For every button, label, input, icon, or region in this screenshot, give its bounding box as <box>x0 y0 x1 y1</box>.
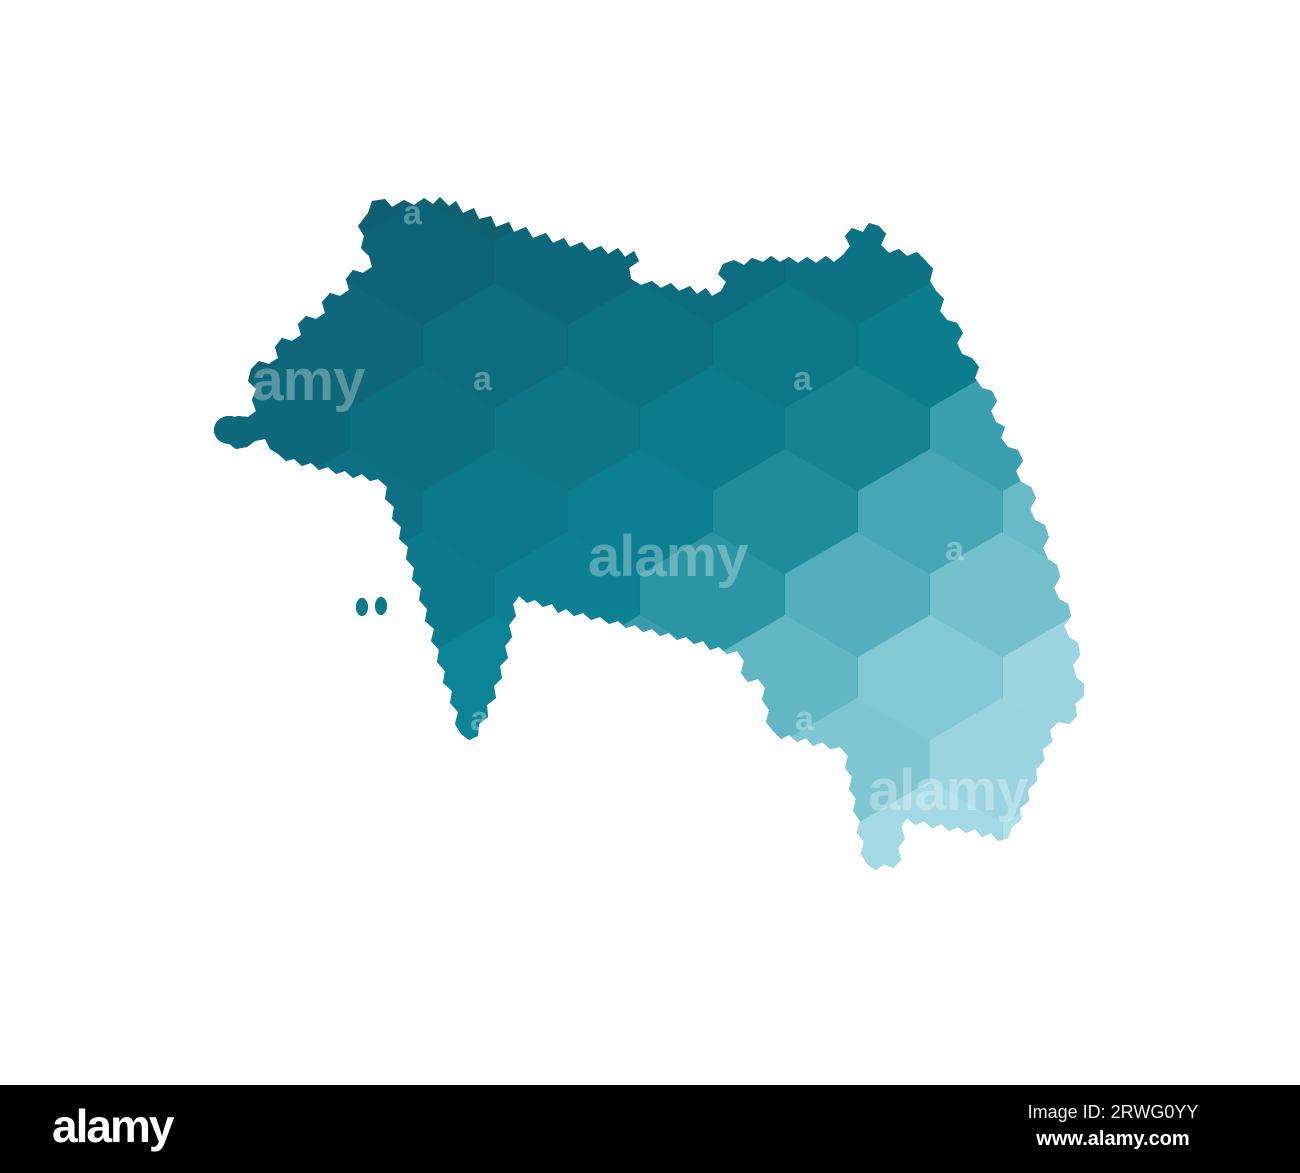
image-id-label: Image ID: 2RWG0YY <box>1027 1102 1199 1122</box>
guinea-country-silhouette <box>214 197 1084 870</box>
footer-metadata: Image ID: 2RWG0YY www.alamy.com <box>948 1099 1278 1154</box>
footer-bar: alamy Image ID: 2RWG0YY www.alamy.com <box>0 1085 1300 1173</box>
hexagon-mosaic <box>214 197 1084 870</box>
alamy-logo[interactable]: alamy <box>52 1100 174 1152</box>
website-link[interactable]: www.alamy.com <box>1036 1128 1190 1151</box>
artwork-area: alamy a a a a alamy a a a alamy a <box>214 197 1084 870</box>
